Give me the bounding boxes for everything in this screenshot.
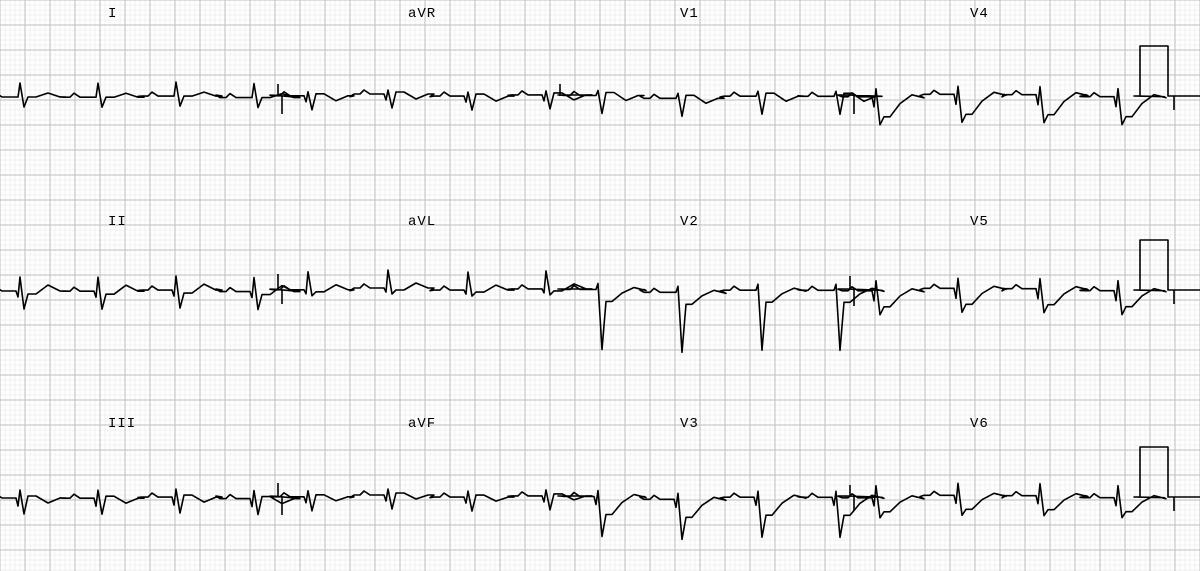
lead-label-aVL: aVL [408, 214, 436, 230]
lead-label-V3: V3 [680, 416, 699, 432]
lead-label-V2: V2 [680, 214, 699, 230]
lead-label-V1: V1 [680, 6, 699, 22]
lead-label-V4: V4 [970, 6, 989, 22]
ecg-grid [0, 0, 1200, 571]
lead-label-aVR: aVR [408, 6, 436, 22]
lead-label-aVF: aVF [408, 416, 436, 432]
lead-label-III: III [108, 416, 136, 432]
lead-label-I: I [108, 6, 117, 22]
ecg-svg [0, 0, 1200, 571]
lead-label-II: II [108, 214, 127, 230]
ecg-strip: IaVR V1 V4 II aVL V2 V5 III aVF V3 V6 [0, 0, 1200, 571]
lead-label-V6: V6 [970, 416, 989, 432]
lead-label-V5: V5 [970, 214, 989, 230]
